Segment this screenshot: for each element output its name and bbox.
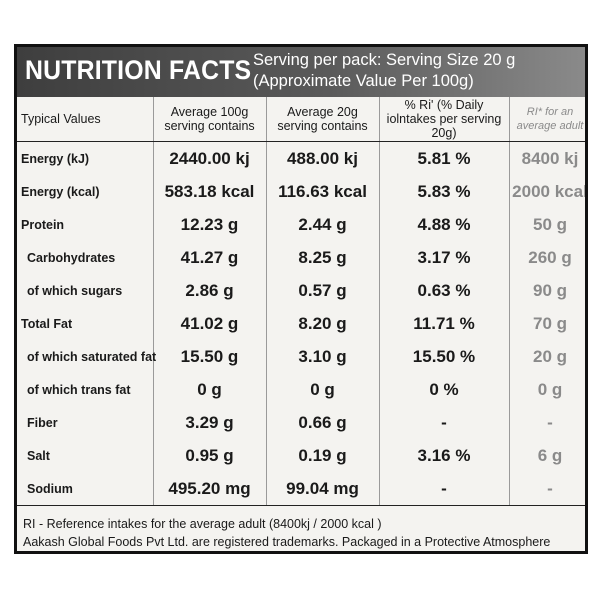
ri-percent: 4.88 % bbox=[379, 208, 510, 241]
ri-percent: 0 % bbox=[379, 373, 510, 406]
ri-percent: - bbox=[379, 472, 510, 506]
table-row: Carbohydrates 41.27 g 8.25 g 3.17 % 260 g bbox=[17, 241, 585, 274]
value-per-20g: 116.63 kcal bbox=[266, 175, 380, 208]
nutrient-name: of which sugars bbox=[17, 274, 154, 307]
nutrition-table: Typical Values Average 100g serving cont… bbox=[17, 97, 585, 506]
column-header: Typical Values bbox=[17, 97, 154, 142]
value-per-20g: 3.10 g bbox=[266, 340, 380, 373]
value-per-100g: 0.95 g bbox=[153, 439, 267, 472]
value-per-20g: 8.20 g bbox=[266, 307, 380, 340]
ri-reference: 8400 kj bbox=[509, 141, 585, 175]
table-row: Energy (kJ) 2440.00 kj 488.00 kj 5.81 % 8400… bbox=[17, 141, 585, 175]
ri-percent: 15.50 % bbox=[379, 340, 510, 373]
ri-reference: 6 g bbox=[509, 439, 585, 472]
value-per-100g: 15.50 g bbox=[153, 340, 267, 373]
table-row: Salt 0.95 g 0.19 g 3.16 % 6 g bbox=[17, 439, 585, 472]
serving-info: Serving per pack: Serving Size 20 g bbox=[253, 51, 516, 69]
column-header: Average 20g serving contains bbox=[266, 97, 380, 142]
table-row: Total Fat 41.02 g 8.20 g 11.71 % 70 g bbox=[17, 307, 585, 340]
serving-note: (Approximate Value Per 100g) bbox=[253, 72, 474, 90]
table-row: of which saturated fat 15.50 g 3.10 g 15.50… bbox=[17, 340, 585, 373]
value-per-20g: 0.19 g bbox=[266, 439, 380, 472]
nutrient-name: of which saturated fat bbox=[17, 340, 156, 373]
ri-reference: 0 g bbox=[509, 373, 585, 406]
nutrient-name: of which trans fat bbox=[17, 373, 154, 406]
nutrient-name: Carbohydrates bbox=[17, 241, 154, 274]
nutrition-label: NUTRITION FACTS Serving per pack: Servin… bbox=[14, 44, 588, 554]
value-per-20g: 0.66 g bbox=[266, 406, 380, 439]
table-row: Fiber 3.29 g 0.66 g-- bbox=[17, 406, 585, 439]
nutrient-name: Protein bbox=[17, 208, 154, 241]
value-per-100g: 41.27 g bbox=[153, 241, 267, 274]
table-body: Energy (kJ) 2440.00 kj 488.00 kj 5.81 % 8400… bbox=[17, 141, 585, 506]
value-per-100g: 2440.00 kj bbox=[153, 141, 267, 175]
ri-reference: 260 g bbox=[509, 241, 585, 274]
value-per-20g: 99.04 mg bbox=[266, 472, 380, 506]
value-per-100g: 3.29 g bbox=[153, 406, 267, 439]
ri-reference: 90 g bbox=[509, 274, 585, 307]
nutrient-name: Fiber bbox=[17, 406, 154, 439]
value-per-20g: 2.44 g bbox=[266, 208, 380, 241]
ri-reference: 2000 kcal bbox=[509, 175, 585, 208]
value-per-20g: 8.25 g bbox=[266, 241, 380, 274]
value-per-100g: 41.02 g bbox=[153, 307, 267, 340]
ri-percent: 11.71 % bbox=[379, 307, 510, 340]
table-row: Protein 12.23 g 2.44 g 4.88 % 50 g bbox=[17, 208, 585, 241]
ri-reference: 70 g bbox=[509, 307, 585, 340]
value-per-100g: 12.23 g bbox=[153, 208, 267, 241]
ri-reference: 20 g bbox=[509, 340, 585, 373]
value-per-100g: 0 g bbox=[153, 373, 267, 406]
value-per-20g: 488.00 kj bbox=[266, 141, 380, 175]
nutrient-name: Energy (kcal) bbox=[17, 175, 154, 208]
ri-percent: 5.83 % bbox=[379, 175, 510, 208]
table-header-row: Typical Values Average 100g serving cont… bbox=[17, 97, 585, 142]
ri-reference: - bbox=[509, 472, 585, 506]
ri-percent: 5.81 % bbox=[379, 141, 510, 175]
value-per-20g: 0.57 g bbox=[266, 274, 380, 307]
footnote-ri: RI - Reference intakes for the average a… bbox=[23, 517, 382, 531]
table-row: of which sugars 2.86 g 0.57 g 0.63 % 90 g bbox=[17, 274, 585, 307]
value-per-100g: 2.86 g bbox=[153, 274, 267, 307]
value-per-100g: 495.20 mg bbox=[153, 472, 267, 506]
column-header: Average 100g serving contains bbox=[153, 97, 267, 142]
table-row: Energy (kcal) 583.18 kcal 116.63 kcal 5.83 … bbox=[17, 175, 585, 208]
nutrition-header: NUTRITION FACTS Serving per pack: Servin… bbox=[17, 47, 585, 97]
ri-reference: 50 g bbox=[509, 208, 585, 241]
value-per-100g: 583.18 kcal bbox=[153, 175, 267, 208]
nutrition-title: NUTRITION FACTS bbox=[25, 55, 252, 85]
table-row: Sodium 495.20 mg 99.04 mg - - bbox=[17, 472, 585, 506]
ri-reference: - bbox=[509, 406, 585, 439]
footnote-trademark: Aakash Global Foods Pvt Ltd. are registe… bbox=[23, 535, 551, 549]
nutrient-name: Total Fat bbox=[17, 307, 154, 340]
nutrient-name: Sodium bbox=[17, 472, 154, 506]
nutrient-name: Salt bbox=[17, 439, 154, 472]
column-header: RI* for an average adult bbox=[509, 97, 585, 142]
ri-percent: 3.17 % bbox=[379, 241, 510, 274]
value-per-20g: 0 g bbox=[266, 373, 380, 406]
column-header: % Ri' (% Daily iolntakes per serving 20g… bbox=[379, 97, 510, 142]
ri-percent: 0.63 % bbox=[379, 274, 510, 307]
nutrient-name: Energy (kJ) bbox=[17, 141, 154, 175]
ri-percent: - bbox=[379, 406, 510, 439]
ri-percent: 3.16 % bbox=[379, 439, 510, 472]
